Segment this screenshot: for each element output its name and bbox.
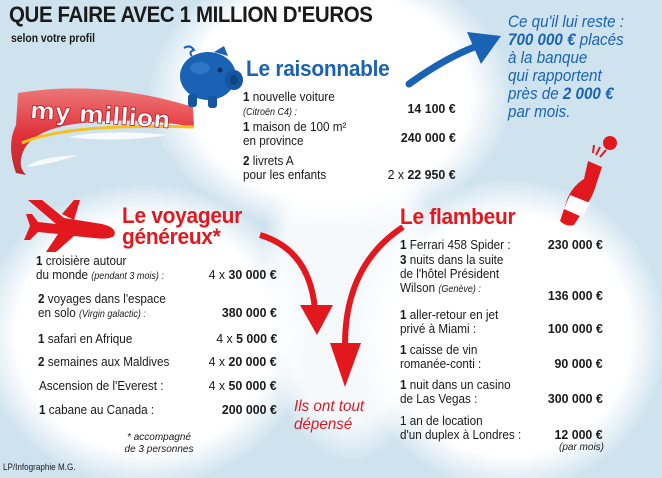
voyageur-item-safari: 1 safari en Afrique bbox=[38, 331, 133, 346]
raisonnable-item-car: 1 nouvelle voiture (Citroën C4) : bbox=[243, 89, 335, 119]
piggy-bank-icon bbox=[180, 45, 243, 108]
flambeur-price-casino: 300 000 € bbox=[548, 391, 603, 406]
flambeur-item-wine: 1 caisse de vin romanée-conti : bbox=[400, 342, 482, 371]
voyageur-price-cruise: 4 x 30 000 € bbox=[209, 267, 277, 282]
raisonnable-item-house: 1 maison de 100 m² en province bbox=[243, 119, 347, 148]
voyageur-item-space: 2 voyages dans l'espace en solo (Virgin … bbox=[38, 291, 166, 321]
page-subtitle: selon votre profil bbox=[11, 33, 95, 45]
section-title-voyageur: Le voyageur généreux* bbox=[122, 203, 242, 249]
flambeur-item-casino: 1 nuit dans un casino de Las Vegas : bbox=[400, 377, 511, 406]
voyageur-item-maldives: 2 semaines aux Maldives bbox=[38, 354, 170, 369]
flambeur-price-note: (par mois) bbox=[558, 442, 604, 453]
flambeur-price-jet: 100 000 € bbox=[548, 321, 603, 336]
section-title-flambeur: Le flambeur bbox=[400, 204, 516, 229]
voyageur-price-space: 380 000 € bbox=[222, 305, 277, 320]
voyageur-price-cabane: 200 000 € bbox=[222, 402, 277, 417]
voyageur-price-everest: 4 x 50 000 € bbox=[209, 378, 277, 393]
voyageur-price-safari: 4 x 5 000 € bbox=[215, 331, 277, 346]
flambeur-item-ferrari: 1 Ferrari 458 Spider : bbox=[400, 237, 511, 252]
raisonnable-price-car: 14 100 € bbox=[407, 101, 456, 116]
background-glow bbox=[260, 120, 440, 460]
airplane-icon bbox=[24, 200, 115, 252]
page-title: QUE FAIRE AVEC 1 MILLION D'EUROS bbox=[9, 2, 373, 27]
flambeur-price-hotel: 136 000 € bbox=[548, 288, 603, 303]
flambeur-item-jet: 1 aller-retour en jet privé à Miami : bbox=[400, 307, 499, 336]
arrow-right-icon bbox=[405, 32, 501, 88]
background-glow bbox=[0, 185, 310, 478]
flambeur-price-duplex: 12 000 € bbox=[554, 427, 603, 442]
voyageur-item-cabane: 1 cabane au Canada : bbox=[39, 402, 155, 417]
voyageur-footnote: * accompagné de 3 personnes bbox=[124, 432, 194, 455]
flambeur-price-wine: 90 000 € bbox=[554, 356, 603, 371]
raisonnable-price-house: 240 000 € bbox=[401, 130, 456, 145]
flambeur-item-duplex: 1 an de location d'un duplex à Londres : bbox=[400, 413, 522, 442]
section-title-raisonnable: Le raisonnable bbox=[246, 56, 390, 81]
flambeur-price-ferrari: 230 000 € bbox=[548, 237, 603, 252]
my-million-logo: my million bbox=[11, 88, 195, 175]
voyageur-price-maldives: 4 x 20 000 € bbox=[209, 354, 277, 369]
remaining-text: Ce qu'il lui reste : 700 000 € placés à … bbox=[508, 13, 624, 121]
voyageur-item-cruise: 1 croisière autour du monde (pendant 3 m… bbox=[36, 253, 164, 283]
arrow-down-icon bbox=[259, 225, 405, 387]
credit-text: LP/Infographie M.G. bbox=[3, 462, 76, 472]
voyageur-item-everest: Ascension de l'Everest : bbox=[39, 378, 164, 393]
champagne-bottle-icon bbox=[560, 136, 617, 226]
conclusion-text: Ils ont tout dépensé bbox=[294, 398, 365, 433]
raisonnable-item-livrets: 2 livrets A pour les enfants bbox=[243, 153, 327, 182]
flambeur-item-hotel: 3 nuits dans la suite de l'hôtel Préside… bbox=[400, 252, 504, 296]
raisonnable-price-livrets: 2 x 22 950 € bbox=[388, 167, 456, 182]
